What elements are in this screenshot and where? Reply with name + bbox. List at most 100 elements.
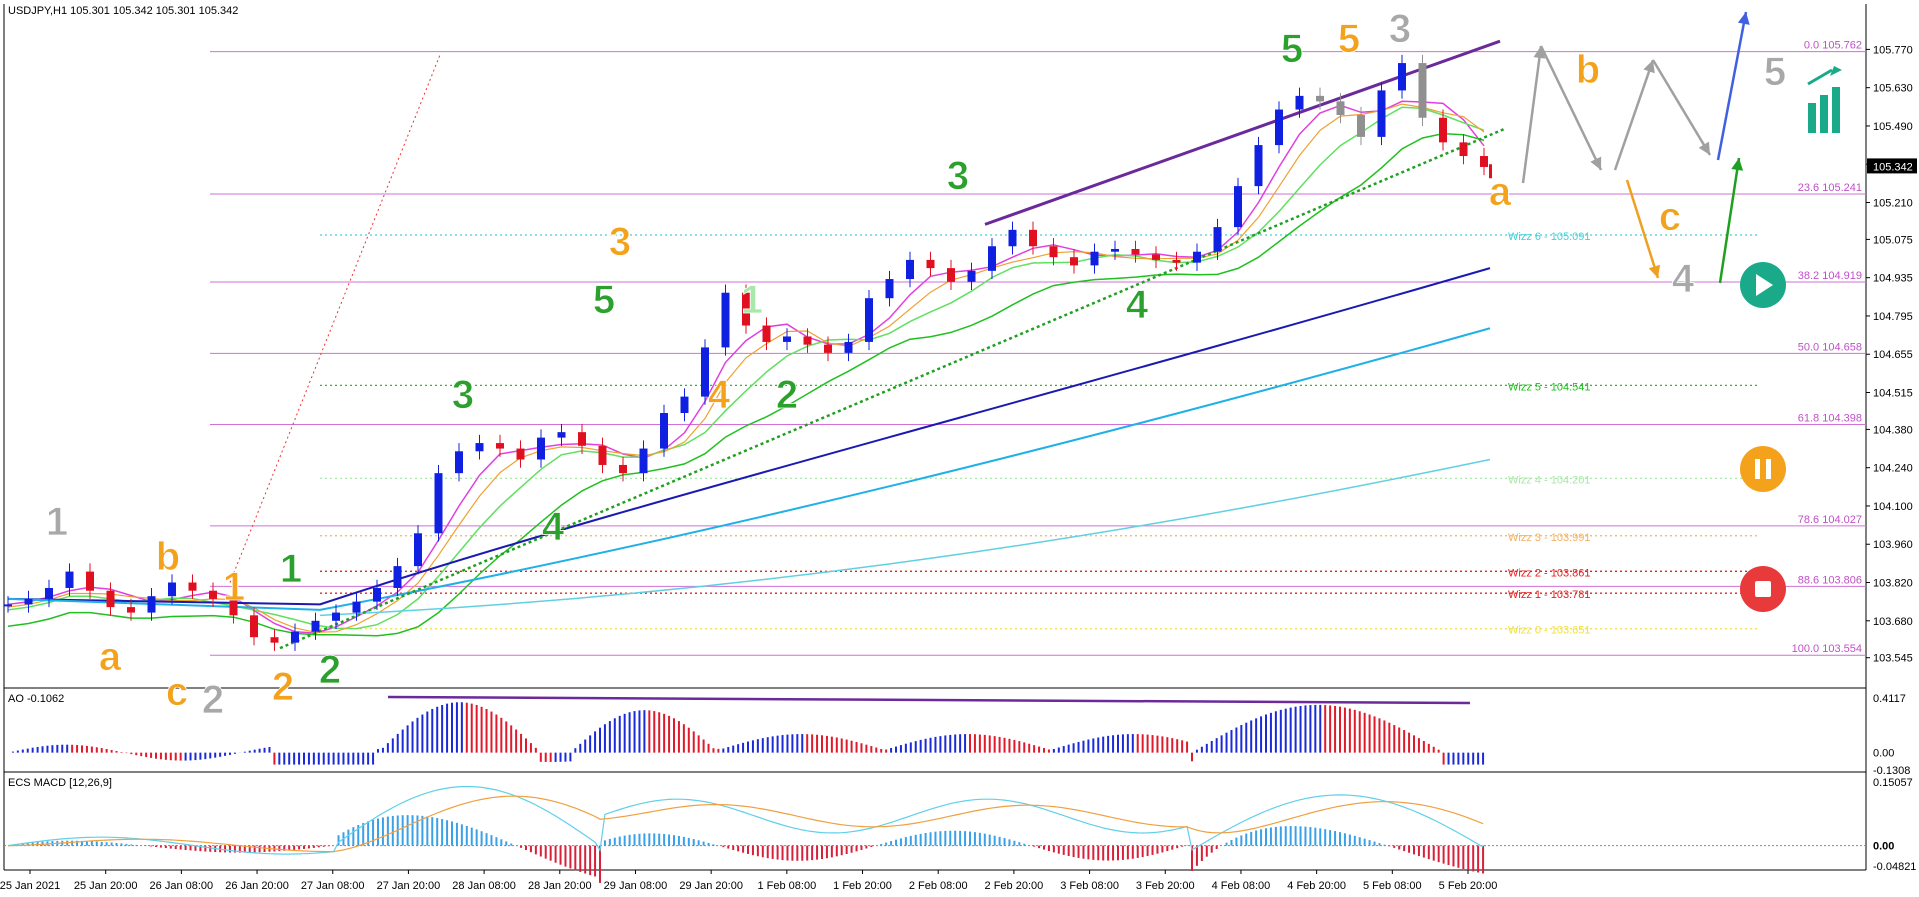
price-axis: 105.770105.630105.490105.350105.210105.0… xyxy=(1866,44,1917,665)
y-tick-label: 104.655 xyxy=(1873,349,1913,361)
wave-label: 5 xyxy=(593,278,615,322)
candle-body xyxy=(967,270,976,282)
y-tick-label: 104.240 xyxy=(1873,463,1913,475)
ao-tick-label: 0.4117 xyxy=(1873,693,1906,705)
candle-body xyxy=(1070,257,1078,266)
x-tick-label: 3 Feb 20:00 xyxy=(1136,880,1195,892)
x-tick-label: 29 Jan 08:00 xyxy=(604,880,668,892)
candle-body xyxy=(742,292,750,326)
wave-label: 1 xyxy=(46,500,68,544)
trendlines xyxy=(229,39,1506,650)
candle-body xyxy=(1439,117,1447,143)
y-tick-label: 105.075 xyxy=(1873,234,1913,246)
candle-body xyxy=(1090,251,1099,266)
macd-tick-label: -0.04821 xyxy=(1873,861,1916,873)
fibonacci-levels: 0.0 105.762 23.6 105.241 38.2 104.919 50.0 … xyxy=(210,40,1866,656)
candle-body xyxy=(1111,248,1119,252)
candle-body xyxy=(578,432,586,446)
wizz-label: Wizz 3 - 103.991 xyxy=(1508,532,1591,544)
y-tick-label: 104.795 xyxy=(1873,311,1913,323)
ao-panel: AO -0.1062 0.4117 0.00 -0.1308 xyxy=(8,693,1910,777)
ao-divergence-line xyxy=(387,695,1471,705)
x-tick-label: 26 Jan 20:00 xyxy=(225,880,289,892)
x-tick-label: 4 Feb 20:00 xyxy=(1287,880,1346,892)
candle-body xyxy=(1398,63,1406,91)
x-tick-label: 27 Jan 20:00 xyxy=(377,880,441,892)
candle-body xyxy=(291,631,299,643)
candle-body xyxy=(557,432,566,438)
candle-body xyxy=(1254,145,1263,187)
x-tick-label: 5 Feb 08:00 xyxy=(1363,880,1422,892)
wave-label: 2 xyxy=(272,665,294,709)
fib-label: 50.0 104.658 xyxy=(1798,341,1862,353)
candle-body xyxy=(475,443,484,452)
wave-label: 1 xyxy=(223,565,245,609)
y-tick-label: 103.820 xyxy=(1873,578,1913,590)
x-tick-label: 29 Jan 20:00 xyxy=(679,880,743,892)
wave-label: 4 xyxy=(1672,257,1695,301)
green-projection-arrow xyxy=(1718,157,1741,284)
candle-body xyxy=(414,533,422,567)
grey-projection-arrow-head xyxy=(1643,60,1655,74)
candle-body xyxy=(496,443,504,449)
candle-body xyxy=(1131,248,1140,255)
candle-body xyxy=(352,601,361,613)
growth-chart-icon xyxy=(1807,66,1842,133)
candle-body xyxy=(1213,227,1222,252)
x-tick-label: 26 Jan 08:00 xyxy=(150,880,214,892)
wave-label: b xyxy=(1576,48,1600,92)
ma-cyan-line xyxy=(319,458,1491,617)
candle-body xyxy=(332,612,340,621)
candle-body xyxy=(4,604,12,607)
wave-label: 5 xyxy=(1764,50,1786,94)
candle-body xyxy=(824,344,832,353)
candle-body xyxy=(147,596,156,613)
candle-body xyxy=(721,292,730,348)
y-tick-label: 105.770 xyxy=(1873,44,1913,56)
y-tick-label: 103.960 xyxy=(1873,539,1913,551)
candle-body xyxy=(783,336,791,342)
candle-body xyxy=(393,566,402,588)
y-tick-label: 104.100 xyxy=(1873,501,1913,513)
grey-projection-arrow-head xyxy=(1533,46,1546,59)
x-tick-label: 2 Feb 20:00 xyxy=(985,880,1044,892)
candle-body xyxy=(516,448,525,460)
current-price-box xyxy=(1867,158,1917,174)
candle-body xyxy=(45,587,53,599)
candle-body xyxy=(639,448,648,474)
blue-projection-arrow-head xyxy=(1737,12,1750,25)
ao-tick-label: -0.1308 xyxy=(1873,765,1910,777)
wave-label: 3 xyxy=(947,154,969,198)
candle-body xyxy=(660,413,668,449)
resistance-trendline xyxy=(984,39,1501,226)
candle-body xyxy=(1336,101,1345,116)
candle-body xyxy=(1029,229,1037,247)
x-tick-label: 27 Jan 08:00 xyxy=(301,880,365,892)
candle-body xyxy=(1193,251,1201,263)
current-price-label: 105.342 xyxy=(1873,161,1913,173)
wizz-label: Wizz 4 - 104.201 xyxy=(1508,474,1591,486)
wave-label: 3 xyxy=(609,220,631,264)
wave-label: 5 xyxy=(1338,17,1360,61)
x-tick-label: 2 Feb 08:00 xyxy=(909,880,968,892)
candle-body xyxy=(701,347,709,397)
wave-label: a xyxy=(1489,170,1512,214)
fib-label: 23.6 105.241 xyxy=(1798,182,1862,194)
candle-body xyxy=(1049,246,1058,258)
wave-label: 4 xyxy=(708,373,731,417)
wave-label: c xyxy=(166,670,188,714)
fib-label: 78.6 104.027 xyxy=(1798,514,1862,526)
candle-body xyxy=(1489,164,1492,179)
candle-body xyxy=(906,259,914,280)
wave-label: 2 xyxy=(319,648,341,692)
candle-body xyxy=(537,437,545,460)
wave-label: 4 xyxy=(542,505,565,549)
macd-tick-label: 0.00 xyxy=(1873,841,1894,853)
grey-projection-arrow xyxy=(1521,45,1543,184)
fib-label: 61.8 104.398 xyxy=(1798,412,1862,424)
orange-projection-arrow xyxy=(1625,179,1660,279)
wave-label: 3 xyxy=(452,373,474,417)
y-tick-label: 104.380 xyxy=(1873,424,1913,436)
